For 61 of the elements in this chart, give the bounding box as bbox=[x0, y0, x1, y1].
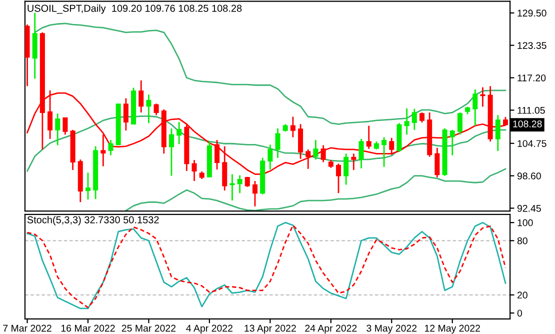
candlestick bbox=[123, 98, 128, 132]
candlestick bbox=[108, 139, 114, 156]
candlestick bbox=[252, 180, 258, 208]
candlestick bbox=[351, 152, 356, 171]
x-tick-label: 7 Mar 2022 bbox=[3, 324, 52, 332]
candlestick bbox=[237, 174, 242, 194]
y-tick-label: 92.45 bbox=[517, 204, 541, 212]
candlestick bbox=[154, 102, 159, 116]
y-tick-label: 129.50 bbox=[518, 10, 546, 17]
candlestick bbox=[366, 125, 372, 150]
candlestick bbox=[268, 144, 273, 170]
chart-title: USOIL_SPT,Daily 109.20 109.76 108.25 108.28 bbox=[28, 4, 242, 14]
candlestick bbox=[412, 108, 417, 131]
annotation: 108.28 bbox=[513, 120, 542, 128]
x-tick-label: 16 Mar 2022 bbox=[61, 324, 115, 332]
candlestick bbox=[298, 123, 304, 160]
line-series bbox=[125, 168, 506, 212]
y-tick-label: 98.60 bbox=[517, 172, 541, 180]
candlestick bbox=[55, 112, 60, 146]
x-tick-label: 13 Apr 2022 bbox=[244, 324, 296, 334]
candlestick bbox=[336, 162, 341, 194]
y-tick-label: 123.35 bbox=[518, 42, 546, 49]
candlestick bbox=[313, 139, 318, 160]
candlestick bbox=[457, 112, 462, 136]
candlestick bbox=[306, 148, 311, 170]
y-tick-label: 80 bbox=[517, 237, 528, 244]
candlestick bbox=[176, 121, 182, 145]
candlestick bbox=[290, 116, 296, 138]
candlestick bbox=[404, 108, 410, 136]
y-tick-label: 20 bbox=[517, 292, 528, 299]
candlestick bbox=[168, 128, 174, 176]
y-tick-label: 111.05 bbox=[518, 106, 545, 114]
candlestick bbox=[344, 152, 349, 186]
candlestick bbox=[358, 138, 364, 170]
candlestick bbox=[85, 172, 90, 200]
x-tick-label: 24 Apr 2022 bbox=[305, 324, 357, 334]
x-tick-label: 3 May 2022 bbox=[366, 324, 417, 334]
x-tick-label: 4 Apr 2022 bbox=[186, 324, 232, 334]
candlestick bbox=[138, 80, 144, 114]
chart-title: Stoch(5,3,3) 32.7330 50.1532 bbox=[27, 216, 159, 226]
candlestick bbox=[450, 129, 455, 156]
candlestick bbox=[320, 144, 326, 163]
candlestick bbox=[389, 137, 394, 156]
candlestick bbox=[100, 134, 106, 167]
candlestick bbox=[62, 117, 68, 136]
candlestick bbox=[434, 147, 440, 178]
candlestick bbox=[275, 128, 280, 159]
candlestick bbox=[214, 139, 220, 170]
candlestick bbox=[495, 114, 500, 152]
candlestick bbox=[192, 159, 197, 182]
candlestick bbox=[472, 88, 478, 126]
y-tick-label: 117.20 bbox=[518, 74, 546, 82]
y-tick-label: 0 bbox=[517, 310, 522, 317]
candlestick bbox=[419, 112, 424, 124]
y-tick-label: 104.75 bbox=[518, 140, 546, 147]
candlestick bbox=[382, 136, 387, 168]
candlestick bbox=[146, 94, 152, 124]
x-tick-label: 12 May 2022 bbox=[424, 324, 480, 334]
y-tick-label: 100 bbox=[518, 219, 533, 226]
x-tick-label: 25 Mar 2022 bbox=[122, 324, 176, 332]
candlestick bbox=[480, 86, 486, 108]
